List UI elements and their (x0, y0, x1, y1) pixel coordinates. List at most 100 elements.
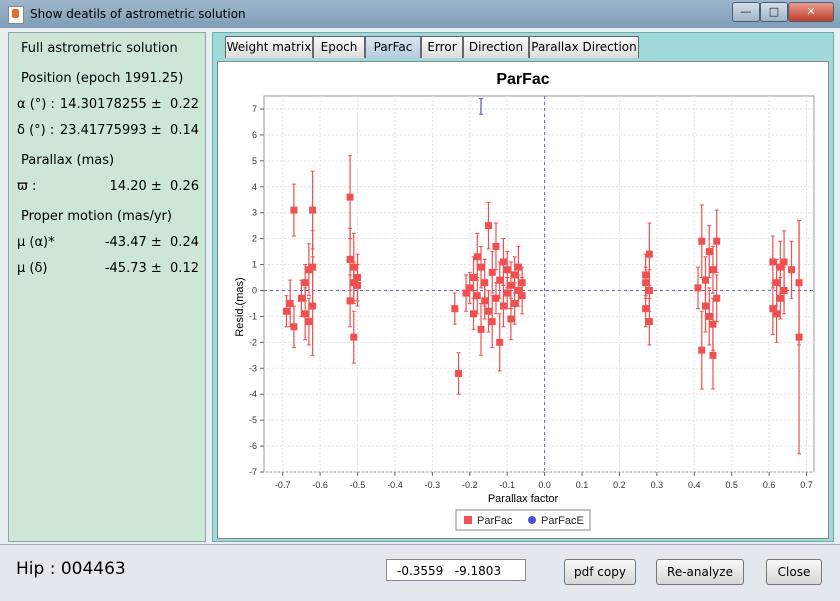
x-tick-label: 0.1 (576, 480, 589, 490)
data-point (713, 294, 721, 302)
data-point (309, 206, 317, 214)
data-point (309, 302, 317, 310)
data-point (301, 279, 309, 287)
tab-weight-matrix[interactable]: Weight matrix (225, 36, 313, 58)
tab-epoch[interactable]: Epoch (313, 36, 365, 58)
pm-delta-label: μ (δ) (17, 261, 48, 276)
y-tick-label: -4 (249, 389, 257, 399)
y-axis-label: Resid.(mas) (234, 277, 246, 336)
data-point (709, 266, 717, 274)
data-point (507, 281, 515, 289)
cursor-coordinates-field[interactable]: -0.3559 -9.1803 (386, 559, 526, 581)
reanalyze-button[interactable]: Re-analyze (656, 559, 744, 585)
tab-direction[interactable]: Direction (463, 36, 529, 58)
data-point (492, 242, 500, 250)
proper-motion-heading: Proper motion (mas/yr) (21, 209, 172, 224)
data-point (481, 279, 489, 287)
legend-marker-circle (528, 516, 536, 524)
delta-value: 23.41775993 ± 0.14 (59, 123, 199, 138)
data-point (477, 325, 485, 333)
data-point (518, 279, 526, 287)
x-tick-label: 0.4 (688, 480, 701, 490)
chart-title: ParFac (496, 71, 549, 88)
data-point (776, 294, 784, 302)
data-point (769, 258, 777, 266)
data-point (499, 258, 507, 266)
data-point (645, 318, 653, 326)
minimize-button[interactable]: — (732, 2, 760, 22)
data-point (499, 302, 507, 310)
data-point (305, 318, 313, 326)
data-point (286, 299, 294, 307)
solution-heading: Full astrometric solution (21, 41, 178, 56)
parallax-value: 14.20 ± 0.26 (109, 179, 199, 194)
data-point (477, 263, 485, 271)
data-point (282, 307, 290, 315)
position-heading: Position (epoch 1991.25) (21, 71, 184, 86)
data-point (701, 302, 709, 310)
x-axis-label: Parallax factor (488, 493, 559, 505)
data-point (773, 310, 781, 318)
data-point (503, 266, 511, 274)
data-point (705, 248, 713, 256)
data-point (645, 286, 653, 294)
data-point (709, 320, 717, 328)
y-tick-label: 2 (252, 234, 257, 244)
data-point (350, 333, 358, 341)
y-tick-label: 4 (252, 182, 257, 192)
data-point (709, 351, 717, 359)
alpha-value: 14.30178255 ± 0.22 (59, 97, 199, 112)
y-tick-label: -7 (249, 467, 257, 477)
data-point (473, 292, 481, 300)
data-point (511, 271, 519, 279)
pm-alpha-value: -43.47 ± 0.24 (104, 235, 199, 250)
pm-alpha-label: μ (α)* (17, 235, 55, 250)
data-point (297, 294, 305, 302)
y-tick-label: 1 (252, 260, 257, 270)
data-point (795, 279, 803, 287)
data-point (642, 305, 650, 313)
data-point (514, 263, 522, 271)
data-point (462, 289, 470, 297)
chart-area[interactable]: ParFac Parallax factor Resid.(mas) -0.7-… (217, 61, 829, 539)
data-point (698, 346, 706, 354)
close-window-button[interactable]: ✕ (788, 2, 834, 22)
parallax-heading: Parallax (mas) (21, 153, 115, 168)
parfac-chart[interactable]: ParFac Parallax factor Resid.(mas) -0.7-… (218, 62, 828, 538)
tab-error[interactable]: Error (421, 36, 463, 58)
data-point (645, 250, 653, 258)
data-point (780, 286, 788, 294)
data-point (354, 281, 362, 289)
data-point (780, 258, 788, 266)
close-button[interactable]: Close (766, 559, 822, 585)
data-point (301, 310, 309, 318)
y-tick-label: -5 (249, 415, 257, 425)
tab-parfac[interactable]: ParFac (365, 36, 421, 58)
x-tick-label: -0.1 (499, 480, 515, 490)
x-tick-label: -0.4 (387, 480, 403, 490)
data-point (773, 279, 781, 287)
hip-identifier: Hip : 004463 (16, 559, 126, 579)
alpha-label: α (°) : (17, 97, 55, 112)
x-tick-label: -0.3 (425, 480, 441, 490)
x-tick-label: 0.2 (613, 480, 626, 490)
data-point (346, 297, 354, 305)
y-tick-label: -1 (249, 311, 257, 321)
data-point (511, 299, 519, 307)
data-point (470, 274, 478, 282)
maximize-button[interactable]: □ (760, 2, 788, 22)
x-tick-label: 0.3 (651, 480, 664, 490)
tab-parallax-direction[interactable]: Parallax Direction (529, 36, 639, 58)
y-tick-label: -6 (249, 441, 257, 451)
data-point (769, 305, 777, 313)
data-point (488, 318, 496, 326)
x-tick-label: 0.6 (763, 480, 776, 490)
x-tick-label: -0.6 (312, 480, 328, 490)
data-point (488, 268, 496, 276)
y-tick-label: -2 (249, 337, 257, 347)
pdf-copy-button[interactable]: pdf copy (564, 559, 636, 585)
data-point (305, 266, 313, 274)
data-point (705, 312, 713, 320)
data-point (496, 338, 504, 346)
legend-label: ParFacE (541, 515, 584, 527)
